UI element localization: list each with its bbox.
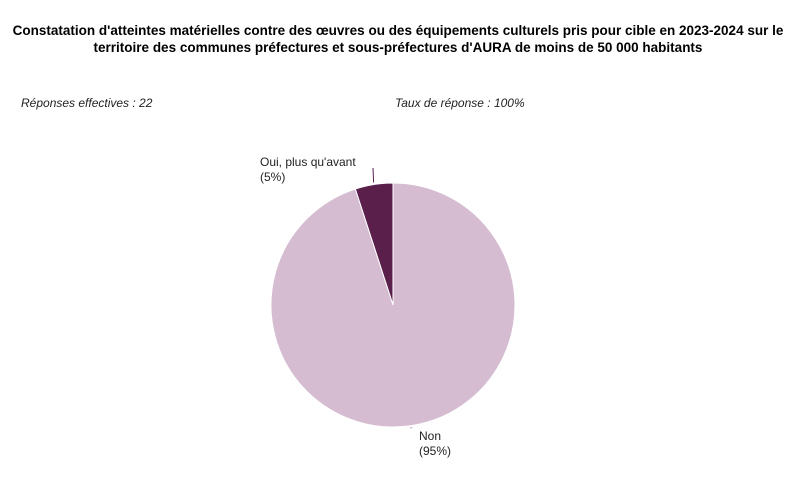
responses-count: Réponses effectives : 22	[21, 96, 153, 110]
slice-label-1: Non	[419, 429, 441, 443]
slice-labels: Oui, plus qu'avant(5%) Non(95%)	[260, 155, 451, 458]
leader-lines	[372, 167, 413, 429]
response-rate: Taux de réponse : 100%	[395, 96, 525, 110]
slice-value-label-0: (5%)	[260, 170, 285, 184]
slice-value-label-1: (95%)	[419, 444, 451, 458]
chart-title: Constatation d'atteintes matérielles con…	[12, 23, 784, 55]
pie-slices	[270, 182, 516, 428]
leader-line-0	[372, 167, 375, 183]
pie-slice-1	[270, 182, 516, 428]
leader-line-1	[409, 426, 413, 429]
slice-label-0: Oui, plus qu'avant	[260, 155, 356, 169]
